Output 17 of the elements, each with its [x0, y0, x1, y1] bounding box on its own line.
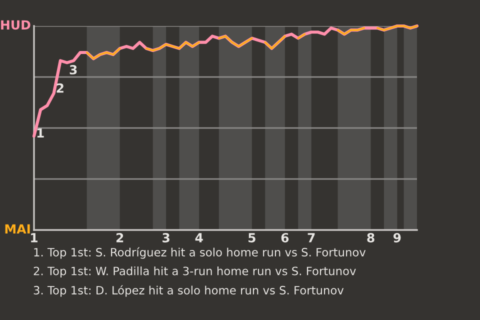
x-tick-label: 3 — [162, 233, 170, 242]
annotation: 2 — [56, 83, 64, 93]
x-tick-label: 2 — [116, 233, 124, 242]
x-tick-label: 8 — [367, 233, 374, 242]
text: 3. Top 1st: D. López hit a solo home run vs S. Fortunov — [34, 285, 344, 297]
x-tick-label: 1 — [31, 233, 38, 242]
text: 2. Top 1st: W. Padilla hit a 3-run home run vs S. Fortunov — [34, 266, 356, 278]
x-tick-label: 4 — [195, 233, 203, 242]
annotation: 1 — [37, 128, 44, 138]
x-tick-label: 9 — [393, 233, 401, 242]
annotation: 3 — [70, 64, 77, 74]
text: MAI — [5, 224, 30, 234]
x-tick-label: 5 — [248, 233, 256, 242]
text: HUD — [1, 20, 30, 30]
x-tick-label: 7 — [308, 233, 315, 242]
text: 1. Top 1st: S. Rodríguez hit a solo home run vs S. Fortunov — [34, 247, 366, 259]
x-tick-label: 6 — [281, 233, 289, 242]
